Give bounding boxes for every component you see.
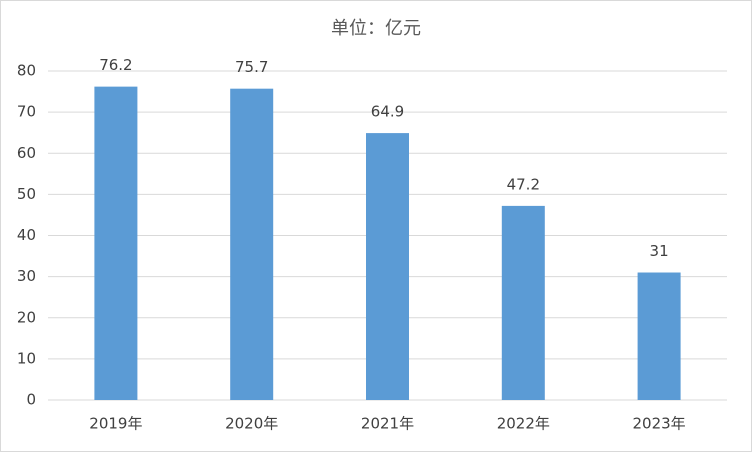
x-tick-label: 2022年 [497,415,550,433]
y-tick-label: 80 [17,62,36,80]
data-label: 47.2 [507,175,540,193]
chart-title: 单位：亿元 [331,18,421,39]
x-tick-label: 2023年 [633,415,686,433]
bar [94,86,138,400]
x-tick-label: 2020年 [225,415,278,433]
data-label: 76.2 [99,56,132,74]
bar [501,205,545,400]
y-tick-label: 40 [17,226,36,244]
bar [366,133,409,400]
data-label: 31 [650,242,669,260]
y-tick-label: 30 [17,267,36,285]
x-tick-label: 2019年 [89,415,142,433]
x-tick-label: 2021年 [361,415,414,433]
data-label: 75.7 [235,58,268,76]
y-tick-label: 70 [17,103,36,121]
y-tick-label: 60 [17,144,36,162]
y-tick-label: 20 [17,308,36,326]
bar [230,88,274,400]
y-tick-label: 50 [17,185,36,203]
bar [637,272,681,400]
data-label: 64.9 [371,103,404,121]
y-tick-label: 10 [17,349,36,367]
y-tick-label: 0 [26,391,36,409]
